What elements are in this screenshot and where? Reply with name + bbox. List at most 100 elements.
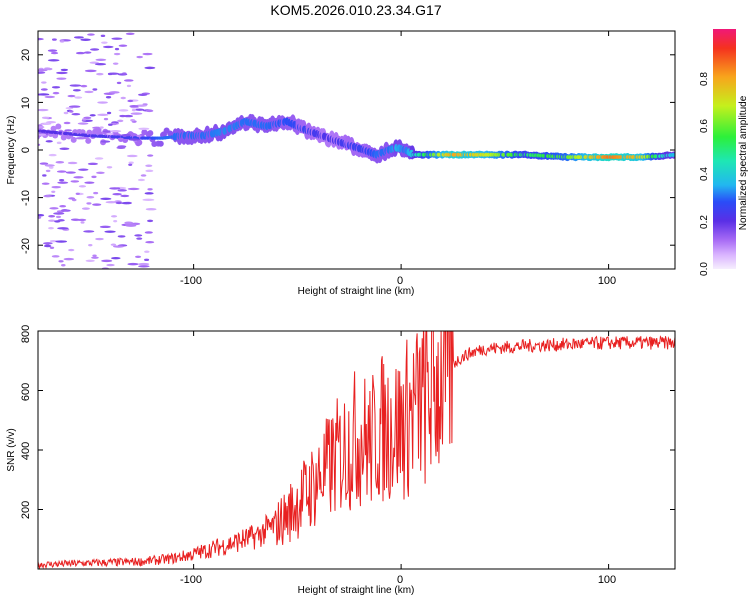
spectrogram-cell — [96, 72, 104, 76]
spectrogram-cell — [63, 111, 69, 115]
spectrogram-cell — [138, 127, 150, 130]
spectrogram-marks — [38, 32, 675, 269]
spectrogram-cell — [117, 137, 124, 141]
spectrogram-cell — [38, 93, 50, 96]
spectrogram-cell — [118, 44, 128, 47]
spectrogram-cell — [89, 61, 99, 64]
spectrogram-cell — [47, 49, 58, 52]
spectrogram-cell — [134, 255, 142, 258]
spectrogram-cell — [78, 185, 87, 188]
spectrogram-cell — [100, 140, 111, 143]
spectrogram-cell — [116, 146, 126, 150]
spectrogram-cell — [61, 208, 69, 212]
spectrogram-cell — [40, 88, 48, 91]
spectrogram-cell — [147, 130, 154, 137]
spectrogram-cell — [57, 227, 69, 230]
spectrogram-cell — [69, 84, 82, 87]
spectrogram-cell — [117, 189, 127, 192]
spectrogram-cell — [670, 152, 675, 157]
spectrogram-cell — [123, 114, 134, 118]
spectrogram-cell — [78, 168, 89, 171]
spectrogram-cell — [73, 36, 84, 39]
snr-x-tick-label: 0 — [397, 574, 403, 586]
spectrogram-cell — [63, 121, 71, 125]
spectrogram-cell — [85, 259, 95, 263]
spectrogram-cell — [96, 171, 105, 174]
spectrogram-cell — [103, 117, 109, 121]
spectrogram-cell — [106, 263, 115, 267]
spectrogram-cell — [84, 90, 94, 94]
spectrogram-cell — [51, 255, 60, 258]
spectrogram-cell — [68, 105, 81, 108]
spectrogram-cell — [137, 178, 145, 182]
spectrogram-cell — [113, 52, 121, 56]
spectrogram-cell — [51, 185, 62, 189]
spectrogram-cell — [68, 197, 76, 200]
spectrogram-cell — [44, 95, 56, 99]
spectrogram-cell — [42, 242, 53, 245]
spectrogram-cell — [52, 91, 60, 95]
spectrogram-cell — [145, 169, 154, 173]
spectrogram-cell — [110, 243, 117, 246]
spectrogram-cell — [130, 112, 143, 115]
spectrogram-cell — [110, 215, 118, 218]
spectrogram-cell — [108, 123, 113, 126]
spectrogram-cell — [124, 79, 134, 82]
colorbar-tick-labels: 0.0 0.2 0.4 0.6 0.8 — [699, 72, 710, 276]
spectrogram-cell — [52, 38, 57, 41]
spectrogram-cell — [97, 101, 108, 104]
spectrogram-cell — [60, 68, 69, 72]
spectrogram-cell — [68, 248, 75, 252]
snr-y-tick-label: 600 — [20, 383, 32, 401]
spectrogram-cell — [50, 125, 57, 132]
spectrogram-cell — [138, 93, 148, 96]
spectrogram-cell — [48, 219, 56, 222]
spectrogram-cell — [131, 108, 137, 112]
spectrogram-cell — [73, 176, 84, 179]
spectrogram-cell — [118, 109, 129, 112]
spectrogram-cell — [57, 219, 65, 222]
snr-y-axis-label: SNR (v/v) — [6, 428, 17, 471]
spectrogram-cell — [127, 99, 134, 103]
spectrogram-cell — [55, 123, 62, 130]
spectrogram-cell — [70, 180, 80, 183]
spectrogram-cell — [112, 245, 125, 248]
spectrogram-cell — [41, 81, 47, 84]
spec-y-tick-label: -20 — [20, 238, 32, 254]
spectrogram-cell — [84, 181, 95, 184]
spectrogram-cell — [95, 237, 104, 241]
snr-y-tick-labels: 200 400 600 800 — [20, 325, 32, 519]
spec-y-tick-label: 20 — [20, 49, 32, 61]
spectrogram-cell — [97, 113, 109, 117]
spectrogram-cell — [64, 129, 72, 132]
spectrogram-cell — [68, 110, 74, 113]
spectrogram-cell — [59, 178, 65, 182]
spectrogram-cell — [136, 134, 142, 138]
spectrogram-cell — [77, 218, 87, 222]
spectrogram-cell — [55, 240, 68, 243]
snr-x-tick-label: -100 — [180, 574, 202, 586]
spectrogram-cell — [105, 96, 112, 99]
snr-frame — [37, 330, 676, 570]
spectrogram-cell — [44, 67, 51, 70]
colorbar-tick-label: 0.0 — [699, 262, 710, 276]
spectrogram-cell — [48, 166, 54, 169]
spectrogram-cell — [94, 62, 107, 66]
spec-x-tick-label: 0 — [397, 275, 403, 287]
snr-panel: -100 0 100 Height of straight line (km) … — [6, 325, 676, 596]
spectrogram-cell — [120, 96, 126, 100]
spectrogram-cell — [134, 234, 143, 237]
spectrogram-cell — [101, 259, 113, 263]
spectrogram-cell — [111, 37, 123, 40]
spectrogram-cell — [121, 201, 132, 205]
spectrogram-cell — [49, 207, 59, 210]
spectrogram-cell — [56, 141, 62, 145]
spectrogram-cell — [106, 111, 112, 115]
spectrogram-cell — [58, 260, 64, 263]
spectrogram-cell — [136, 55, 143, 59]
spectrogram-cell — [56, 71, 68, 75]
spec-y-tick-label: -10 — [20, 190, 32, 206]
spectrogram-cell — [80, 38, 91, 41]
spectrogram-cell — [38, 125, 45, 129]
spectrogram-cell — [56, 77, 67, 80]
